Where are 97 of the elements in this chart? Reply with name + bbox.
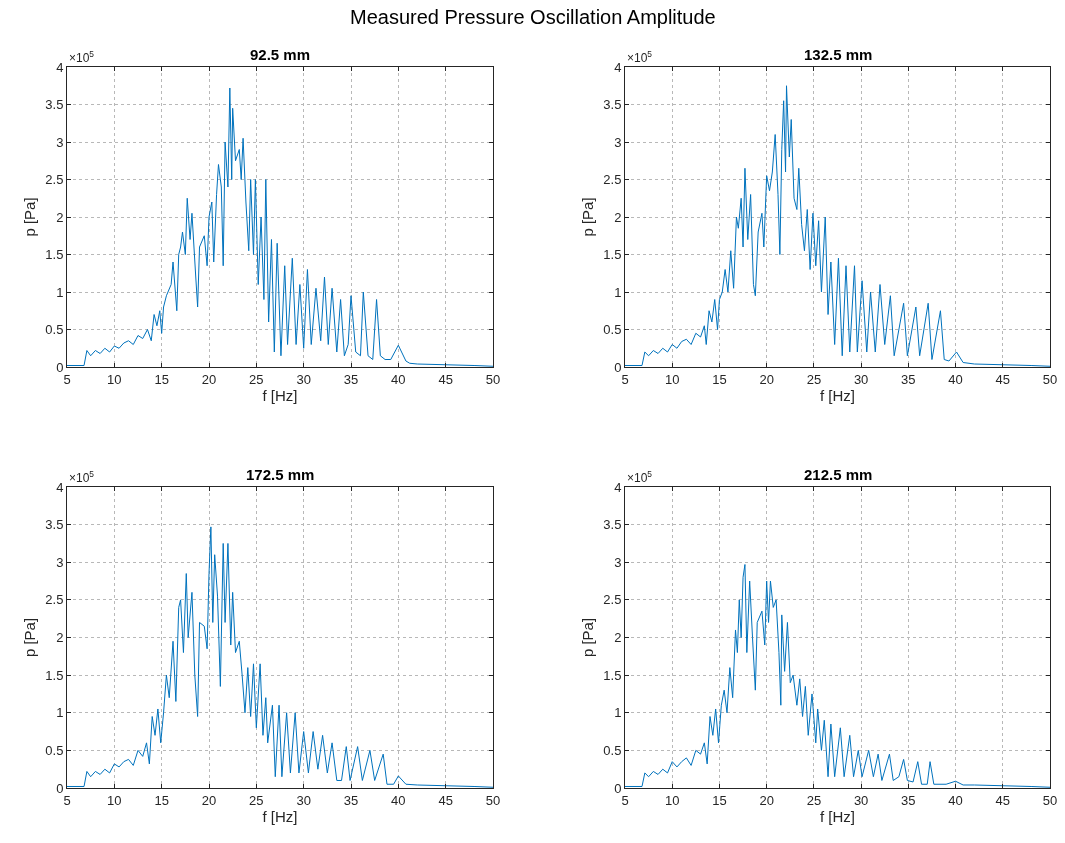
y-tick-label: 3 bbox=[56, 554, 64, 570]
chart-title: 172.5 mm bbox=[246, 466, 315, 483]
x-tick-label: 30 bbox=[296, 792, 311, 808]
x-tick-label: 5 bbox=[621, 371, 629, 387]
x-tick-label: 30 bbox=[853, 792, 869, 808]
y-tick-label: 1.5 bbox=[45, 247, 64, 263]
y-tick-label: 1 bbox=[56, 284, 64, 300]
line-series bbox=[625, 85, 1050, 367]
x-tick-label: 10 bbox=[664, 792, 680, 808]
x-tick-label: 45 bbox=[995, 792, 1011, 808]
x-tick-label: 20 bbox=[201, 792, 217, 808]
y-axis-title: p [Pa] bbox=[20, 197, 38, 237]
chart-title: 212.5 mm bbox=[804, 466, 873, 483]
x-tick-label: 45 bbox=[438, 792, 453, 808]
y-tick-label: 4 bbox=[614, 479, 622, 495]
x-tick-label: 50 bbox=[485, 371, 501, 387]
x-tick-label: 40 bbox=[948, 371, 963, 387]
x-tick-label: 25 bbox=[806, 371, 822, 387]
y-tick-label: 2.5 bbox=[603, 592, 622, 608]
y-tick-label: 0.5 bbox=[603, 742, 622, 758]
x-tick-label: 40 bbox=[948, 792, 963, 808]
x-tick-label: 30 bbox=[853, 371, 869, 387]
y-tick-label: 0 bbox=[56, 780, 64, 796]
y-tick-label: 2.5 bbox=[603, 172, 622, 188]
y-tick-label: 0.5 bbox=[45, 742, 64, 758]
y-tick-label: 2.5 bbox=[45, 592, 64, 608]
y-tick-label: 1.5 bbox=[603, 247, 622, 263]
chart-title: 92.5 mm bbox=[250, 46, 311, 63]
y-tick-label: 4 bbox=[56, 59, 64, 75]
y-tick-label: 3 bbox=[56, 134, 64, 150]
y-axis-title: p [Pa] bbox=[578, 197, 596, 237]
text: ×10$^{5}$ bbox=[627, 469, 653, 486]
y-axis-title: p [Pa] bbox=[20, 617, 38, 658]
x-tick-label: 45 bbox=[995, 371, 1011, 387]
x-tick-label: 35 bbox=[343, 792, 359, 808]
y-tick-label: 1.5 bbox=[603, 667, 622, 683]
x-tick-label: 20 bbox=[759, 371, 774, 387]
y-tick-label: 2 bbox=[56, 209, 64, 225]
line-series bbox=[67, 526, 493, 788]
x-tick-label: 25 bbox=[249, 371, 264, 387]
y-tick-label: 1.5 bbox=[45, 667, 64, 683]
x-tick-label: 20 bbox=[201, 371, 217, 387]
x-tick-label: 15 bbox=[154, 371, 169, 387]
y-tick-label: 1 bbox=[56, 705, 64, 721]
x-tick-label: 5 bbox=[63, 371, 71, 387]
x-tick-label: 40 bbox=[391, 371, 406, 387]
x-tick-label: 15 bbox=[712, 792, 727, 808]
text: ×10$^{5}$ bbox=[69, 49, 95, 66]
x-tick-label: 20 bbox=[759, 792, 774, 808]
y-tick-label: 2 bbox=[614, 209, 622, 225]
y-tick-label: 2 bbox=[614, 630, 622, 646]
x-tick-label: 50 bbox=[485, 792, 501, 808]
x-tick-label: 10 bbox=[664, 371, 680, 387]
y-tick-label: 1 bbox=[614, 705, 622, 721]
y-tick-label: 3.5 bbox=[603, 97, 622, 113]
x-tick-label: 35 bbox=[901, 792, 916, 808]
y-tick-label: 4 bbox=[56, 479, 64, 495]
x-tick-label: 25 bbox=[249, 792, 264, 808]
x-tick-label: 10 bbox=[107, 371, 122, 387]
y-tick-label: 0.5 bbox=[45, 322, 64, 338]
x-tick-label: 15 bbox=[712, 371, 727, 387]
x-tick-label: 5 bbox=[63, 792, 71, 808]
y-tick-label: 0.5 bbox=[603, 322, 622, 338]
x-axis-title: f [Hz] bbox=[262, 807, 298, 825]
y-tick-label: 2 bbox=[56, 630, 64, 646]
line-series bbox=[67, 87, 493, 367]
y-tick-label: 3 bbox=[614, 554, 622, 570]
y-axis-title: p [Pa] bbox=[578, 617, 596, 658]
text: ×10$^{5}$ bbox=[627, 49, 653, 66]
text: ×10$^{5}$ bbox=[69, 469, 95, 486]
y-tick-label: 3 bbox=[614, 134, 622, 150]
x-tick-label: 40 bbox=[391, 792, 406, 808]
y-tick-label: 1 bbox=[614, 284, 622, 300]
x-tick-label: 30 bbox=[296, 371, 311, 387]
y-tick-label: 4 bbox=[614, 59, 622, 75]
y-tick-label: 3.5 bbox=[45, 97, 64, 113]
x-tick-label: 5 bbox=[621, 792, 629, 808]
x-tick-label: 15 bbox=[154, 792, 169, 808]
x-axis-title: f [Hz] bbox=[819, 386, 856, 404]
x-tick-label: 25 bbox=[806, 792, 822, 808]
y-tick-label: 0 bbox=[56, 359, 64, 375]
text: Measured Pressure Oscillation Amplitude bbox=[350, 6, 716, 28]
x-tick-label: 10 bbox=[107, 792, 122, 808]
line-series bbox=[625, 564, 1050, 788]
y-tick-label: 2.5 bbox=[45, 172, 64, 188]
x-axis-title: f [Hz] bbox=[262, 386, 298, 404]
x-tick-label: 35 bbox=[343, 371, 359, 387]
y-tick-label: 3.5 bbox=[603, 517, 622, 533]
chart-title: 132.5 mm bbox=[804, 46, 873, 63]
x-tick-label: 50 bbox=[1042, 371, 1058, 387]
y-tick-label: 3.5 bbox=[45, 517, 64, 533]
x-tick-label: 35 bbox=[901, 371, 916, 387]
x-axis-title: f [Hz] bbox=[819, 807, 856, 825]
y-tick-label: 0 bbox=[614, 780, 622, 796]
x-tick-label: 50 bbox=[1042, 792, 1058, 808]
y-tick-label: 0 bbox=[614, 359, 622, 375]
x-tick-label: 45 bbox=[438, 371, 453, 387]
